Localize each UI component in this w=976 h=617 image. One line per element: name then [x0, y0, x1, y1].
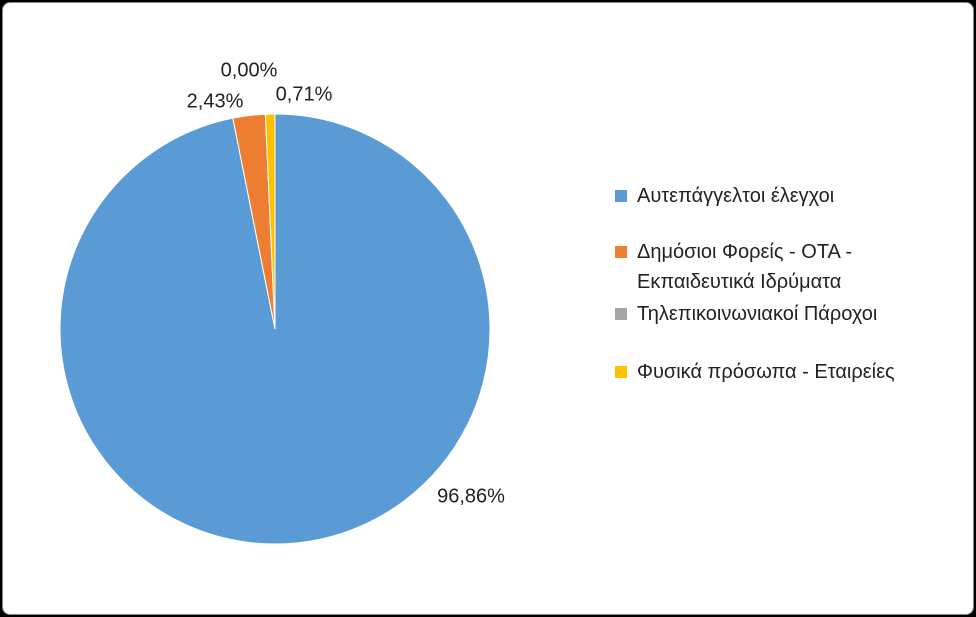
legend-item: Φυσικά πρόσωπα - Εταιρείες [615, 357, 945, 387]
legend-item: Αυτεπάγγελτοι έλεγχοι [615, 181, 945, 211]
chart: 96,86% 2,43% 0,00%0,71% [59, 59, 505, 545]
legend-label: Τηλεπικοινωνιακοί Πάροχοι [637, 303, 878, 325]
legend-swatch [615, 308, 627, 320]
data-label: 0,00% [221, 59, 278, 81]
legend-label: Αυτεπάγγελτοι έλεγχοι [637, 185, 835, 207]
pie-slice [264, 113, 276, 330]
legend: Αυτεπάγγελτοι έλεγχοι Δημόσιοι Φορείς - Ο… [615, 181, 945, 387]
legend-swatch [615, 190, 627, 202]
legend-label: Δημόσιοι Φορείς - ΟΤΑ - Εκπαιδευτικά Ιδρ… [637, 241, 853, 293]
legend-swatch [615, 246, 627, 258]
data-label: 0,71% [276, 83, 333, 105]
data-label: 96,86% [437, 485, 505, 507]
legend-swatch [615, 366, 627, 378]
legend-item: Δημόσιοι Φορείς - ΟΤΑ - Εκπαιδευτικά Ιδρ… [615, 237, 945, 297]
legend-label: Φυσικά πρόσωπα - Εταιρείες [637, 361, 895, 383]
data-label: 2,43% [187, 90, 244, 112]
legend-item: Τηλεπικοινωνιακοί Πάροχοι [615, 299, 945, 329]
